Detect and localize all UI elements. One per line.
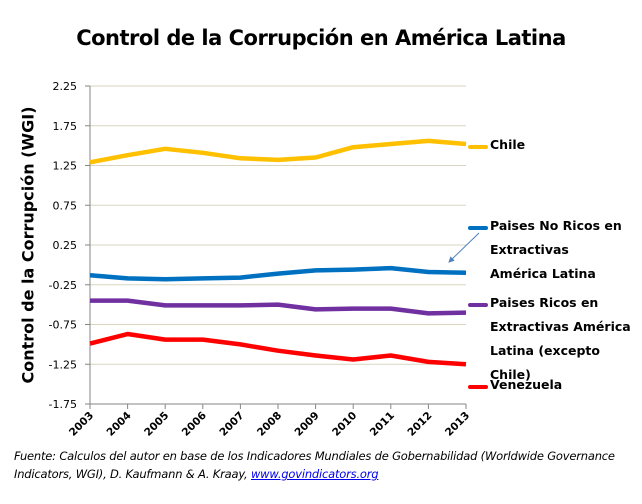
- y-axis-label: Control de la Corrupción (WGI): [18, 106, 38, 384]
- x-tick-label: 2011: [368, 410, 397, 439]
- x-tick-label: 2010: [330, 410, 359, 439]
- y-tick-label: -0.25: [49, 279, 77, 292]
- legend-item-venezuela: Venezuela: [468, 377, 642, 397]
- y-tick-label: 0.75: [53, 199, 78, 212]
- x-tick-label: 2013: [443, 410, 472, 439]
- y-tick-label: 0.25: [53, 239, 78, 252]
- annotations: [448, 232, 480, 263]
- x-tick-labels: 2003 2004 2005 2006 2007 2008 2009 2010 2011 2012…: [67, 410, 472, 439]
- y-tick-label: 1.25: [53, 160, 78, 173]
- x-tick-label: 2012: [405, 410, 434, 439]
- x-tick-label: 2003: [67, 410, 96, 439]
- legend-label: Paises No Ricos en Extractivas América L…: [490, 218, 622, 281]
- axes: [85, 85, 467, 409]
- series-line: [89, 331, 467, 367]
- x-tick-label: 2006: [180, 410, 209, 439]
- legend-swatch-ricos: [468, 303, 488, 307]
- gridlines: [90, 85, 466, 365]
- series-line: [90, 298, 467, 316]
- source-note: Fuente: Calculos del autor en base de lo…: [14, 447, 634, 483]
- y-tick-label: -0.75: [49, 319, 77, 332]
- x-tick-label: 2007: [217, 410, 246, 439]
- legend-item-ricos: Paises Ricos en Extractivas América Lati…: [468, 295, 640, 387]
- y-tick-labels: 2.25 1.75 1.25 0.75 0.25 -0.25 -0.75 -1.25 -1.75: [49, 80, 77, 411]
- source-text: Fuente: Calculos del autor en base de lo…: [14, 449, 615, 481]
- annotation-arrow: [448, 232, 480, 263]
- legend-swatch-no-ricos: [468, 226, 488, 230]
- y-tick-label: -1.75: [49, 398, 77, 411]
- y-tick-label: -1.25: [49, 358, 77, 371]
- x-tick-label: 2009: [293, 410, 322, 439]
- y-tick-label: 1.75: [53, 120, 78, 133]
- legend-label: Venezuela: [490, 377, 563, 392]
- legend-swatch-venezuela: [468, 385, 488, 389]
- x-tick-label: 2005: [142, 410, 171, 439]
- series-lines: [89, 138, 467, 367]
- series-line: [89, 138, 467, 165]
- source-link[interactable]: www.govindicators.org: [250, 467, 379, 481]
- chart-title: Control de la Corrupción en América Lati…: [76, 26, 566, 50]
- x-tick-label: 2008: [255, 410, 284, 439]
- series-line: [89, 265, 467, 282]
- x-tick-label: 2004: [105, 410, 134, 439]
- legend-item-chile: Chile: [468, 137, 642, 157]
- y-tick-label: 2.25: [53, 80, 78, 93]
- legend-label: Paises Ricos en Extractivas América Lati…: [490, 295, 631, 382]
- legend-swatch-chile: [468, 145, 488, 149]
- legend-item-no-ricos: Paises No Ricos en Extractivas América L…: [468, 218, 630, 286]
- legend-label: Chile: [490, 137, 526, 152]
